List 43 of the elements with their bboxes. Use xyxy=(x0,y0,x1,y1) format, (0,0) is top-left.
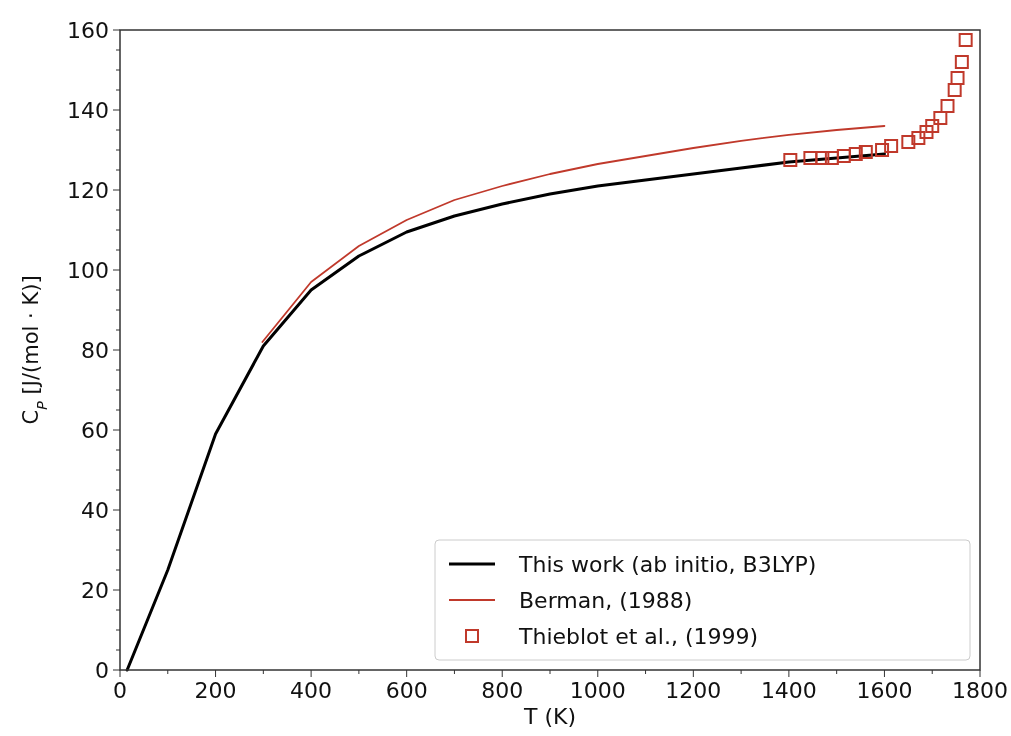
y-tick-label: 20 xyxy=(81,578,109,603)
point xyxy=(875,143,890,157)
legend-label: Thieblot et al., (1999) xyxy=(518,624,759,649)
point xyxy=(911,131,926,145)
point xyxy=(950,71,965,85)
legend-label: Berman, (1988) xyxy=(519,588,693,613)
x-axis-title: T (K) xyxy=(522,704,577,729)
y-tick-label: 140 xyxy=(67,98,109,123)
point xyxy=(836,149,851,163)
y-tick-label: 120 xyxy=(67,178,109,203)
y-tick-label: 160 xyxy=(67,18,109,43)
point xyxy=(858,145,873,159)
point xyxy=(884,139,899,153)
point xyxy=(824,151,839,165)
point xyxy=(815,151,830,165)
line-series xyxy=(261,125,886,343)
y-tick-label: 40 xyxy=(81,498,109,523)
x-tick-label: 1600 xyxy=(856,678,913,703)
y-tick-label: 0 xyxy=(95,658,109,683)
point xyxy=(954,55,969,69)
x-tick-label: 1800 xyxy=(952,678,1008,703)
point xyxy=(901,135,916,149)
point xyxy=(919,125,934,139)
point xyxy=(925,119,940,133)
x-tick-label: 1000 xyxy=(569,678,626,703)
x-tick-label: 800 xyxy=(481,678,524,703)
point xyxy=(803,151,818,165)
x-tick-label: 400 xyxy=(290,678,333,703)
point xyxy=(848,147,863,161)
point xyxy=(940,99,955,113)
point xyxy=(933,111,948,125)
point xyxy=(947,83,962,97)
x-tick-label: 200 xyxy=(194,678,237,703)
x-tick-label: 1200 xyxy=(665,678,722,703)
y-tick-label: 100 xyxy=(67,258,109,283)
y-tick-label: 80 xyxy=(81,338,109,363)
point xyxy=(783,153,798,167)
x-tick-label: 0 xyxy=(113,678,127,703)
legend-label: This work (ab initio, B3LYP) xyxy=(518,552,817,577)
x-tick-label: 1400 xyxy=(760,678,817,703)
x-tick-label: 600 xyxy=(385,678,428,703)
point xyxy=(958,33,973,47)
y-tick-label: 60 xyxy=(81,418,109,443)
